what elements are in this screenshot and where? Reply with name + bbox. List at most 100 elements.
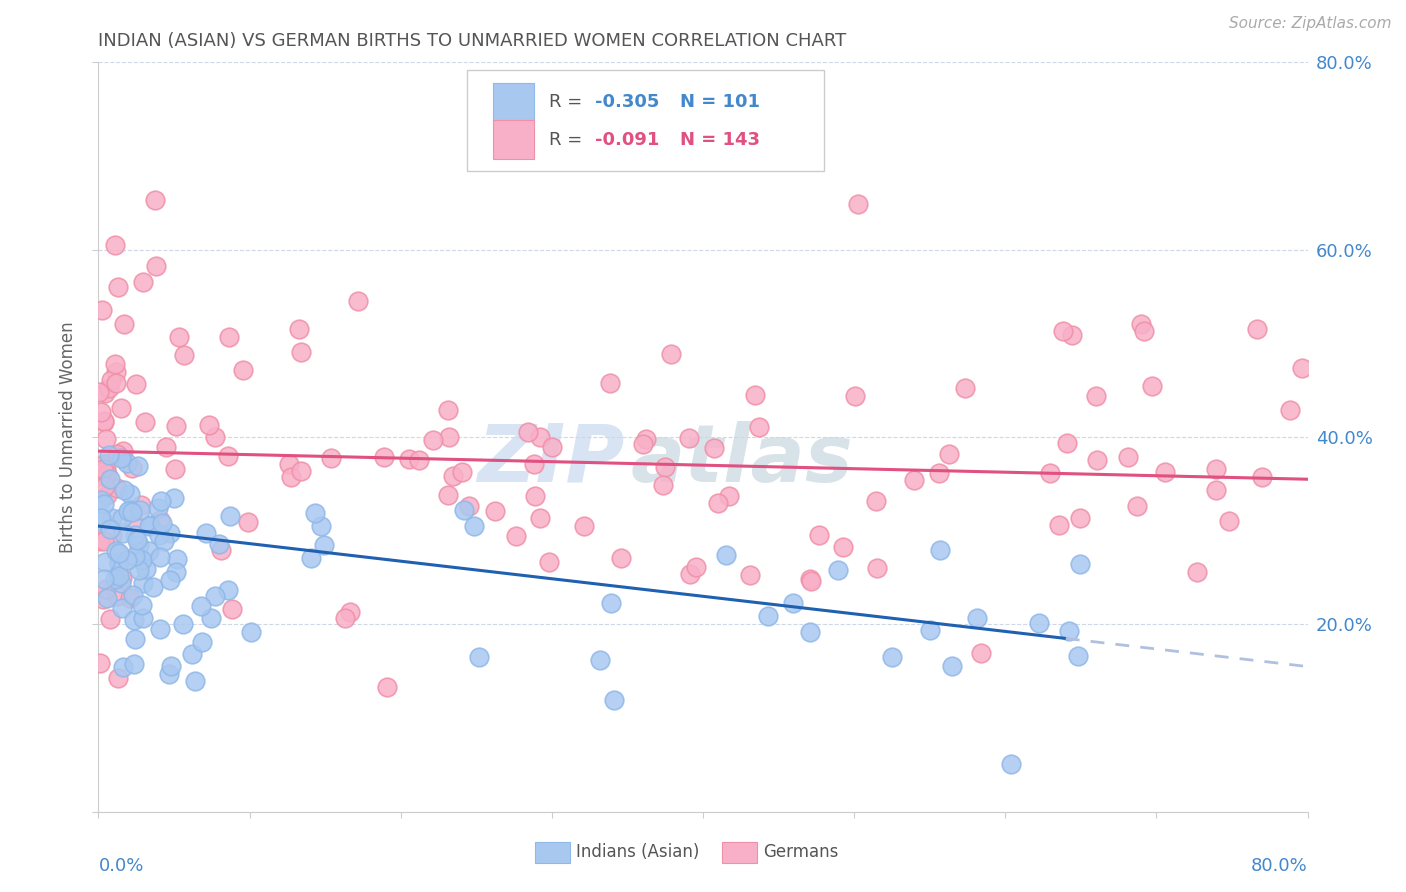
Point xyxy=(115,552,138,566)
Point xyxy=(1205,483,1227,497)
Point xyxy=(523,489,546,503)
Point xyxy=(299,551,322,566)
Point xyxy=(756,608,779,623)
Point xyxy=(589,652,612,666)
Point xyxy=(204,430,226,444)
Point xyxy=(603,693,626,707)
Point xyxy=(537,555,560,569)
Point xyxy=(150,516,173,530)
Point xyxy=(111,660,134,674)
Point xyxy=(1116,450,1139,464)
Point xyxy=(124,632,146,647)
Point xyxy=(636,432,658,446)
Point xyxy=(90,511,112,525)
Point xyxy=(118,503,141,517)
Point xyxy=(398,452,420,467)
FancyBboxPatch shape xyxy=(467,70,824,171)
Point xyxy=(94,462,117,476)
Point xyxy=(111,444,134,458)
Point xyxy=(1084,389,1107,403)
Point xyxy=(204,590,226,604)
Point xyxy=(94,582,117,596)
Y-axis label: Births to Unmarried Women: Births to Unmarried Women xyxy=(59,321,77,553)
Point xyxy=(89,468,111,483)
Point xyxy=(938,447,960,461)
Point xyxy=(800,574,823,588)
Point xyxy=(799,625,821,640)
Point xyxy=(1291,361,1313,376)
Point xyxy=(110,450,132,465)
Point xyxy=(98,381,121,395)
Point xyxy=(98,522,121,536)
Point xyxy=(208,537,231,551)
Point xyxy=(290,464,312,478)
Point xyxy=(122,613,145,627)
Point xyxy=(955,381,977,395)
Point xyxy=(98,612,121,626)
Point xyxy=(131,599,153,613)
Point xyxy=(969,646,991,660)
Point xyxy=(97,448,120,462)
FancyBboxPatch shape xyxy=(492,83,534,121)
Text: R =: R = xyxy=(550,93,589,112)
Point xyxy=(149,622,172,636)
Point xyxy=(929,543,952,558)
Point xyxy=(128,503,150,517)
Point xyxy=(239,624,262,639)
Point xyxy=(108,557,131,571)
Point xyxy=(110,601,132,615)
Point xyxy=(679,567,702,582)
Point xyxy=(124,549,146,564)
Point xyxy=(146,501,169,516)
Point xyxy=(903,473,925,487)
Point xyxy=(111,511,134,525)
Point xyxy=(844,389,866,403)
Point xyxy=(132,611,155,625)
Point xyxy=(941,658,963,673)
Point xyxy=(1052,324,1074,338)
Point xyxy=(1047,518,1070,533)
Point xyxy=(190,599,212,613)
Point xyxy=(166,552,188,566)
Point xyxy=(1069,557,1091,571)
Point xyxy=(1185,565,1208,579)
Point xyxy=(1039,467,1062,481)
Point xyxy=(333,611,356,625)
Point xyxy=(108,556,131,570)
Point xyxy=(125,376,148,391)
Point xyxy=(155,440,177,454)
Point xyxy=(101,511,124,525)
Point xyxy=(90,492,112,507)
Point xyxy=(104,572,127,586)
Point xyxy=(128,564,150,578)
Point xyxy=(183,674,205,689)
Point xyxy=(104,357,127,371)
Point xyxy=(347,293,370,308)
Point xyxy=(108,546,131,560)
Point xyxy=(484,504,506,518)
Point xyxy=(149,513,172,527)
Point xyxy=(180,648,202,662)
Point xyxy=(278,457,301,471)
Point xyxy=(93,457,115,471)
Point xyxy=(163,491,186,505)
Point xyxy=(93,533,115,548)
Point xyxy=(104,544,127,558)
Point xyxy=(1154,465,1177,479)
Point xyxy=(198,417,221,432)
Point xyxy=(93,572,115,586)
Point xyxy=(748,420,770,434)
FancyBboxPatch shape xyxy=(492,120,534,159)
Point xyxy=(93,386,115,401)
Point xyxy=(1279,403,1302,417)
Point xyxy=(159,573,181,587)
Point xyxy=(96,488,118,502)
Point xyxy=(117,504,139,518)
Point xyxy=(339,605,361,619)
Point xyxy=(1205,462,1227,476)
Point xyxy=(122,516,145,530)
Point xyxy=(928,466,950,480)
Point xyxy=(132,275,155,289)
Point xyxy=(633,437,655,451)
Point xyxy=(111,526,134,541)
